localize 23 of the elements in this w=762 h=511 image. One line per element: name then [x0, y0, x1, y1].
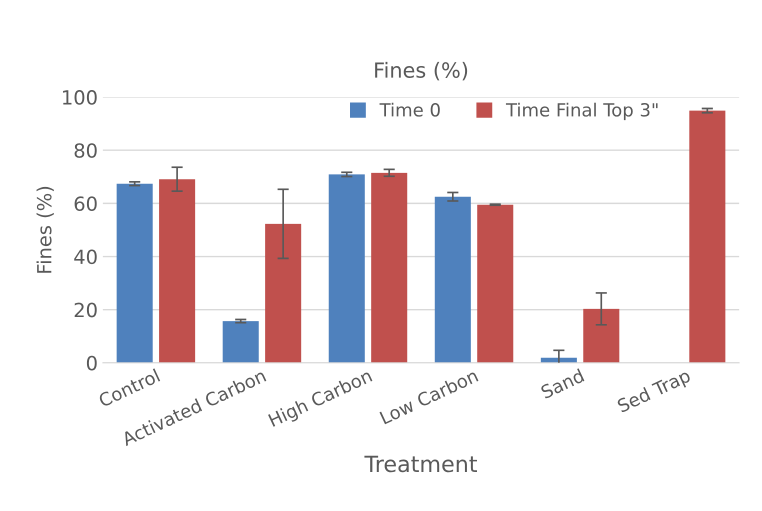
x-axis-title: Treatment — [364, 456, 477, 472]
legend-label: Time 0 — [380, 102, 440, 117]
bar — [222, 321, 259, 363]
bar — [371, 172, 408, 363]
y-tick-label: 20 — [74, 302, 97, 318]
y-tick-label: 80 — [74, 143, 97, 158]
bar — [477, 204, 514, 363]
bar — [328, 174, 365, 363]
y-tick-label: 40 — [74, 249, 97, 264]
y-tick-label: 100 — [63, 90, 97, 105]
y-tick-label: 0 — [86, 356, 97, 370]
x-tick-label: Sand — [540, 368, 584, 400]
bar — [689, 110, 726, 363]
bar — [116, 184, 153, 363]
y-axis-title: Fines (%) — [36, 186, 54, 273]
bar — [583, 308, 620, 363]
bar — [434, 196, 471, 363]
y-tick-label: 60 — [74, 196, 97, 212]
x-tick-label: Sed Trap — [616, 368, 693, 416]
legend-label: Time Final Top 3" — [506, 102, 658, 120]
bar — [265, 224, 302, 363]
bar — [159, 179, 196, 363]
chart-title: Fines (%) — [375, 62, 468, 80]
